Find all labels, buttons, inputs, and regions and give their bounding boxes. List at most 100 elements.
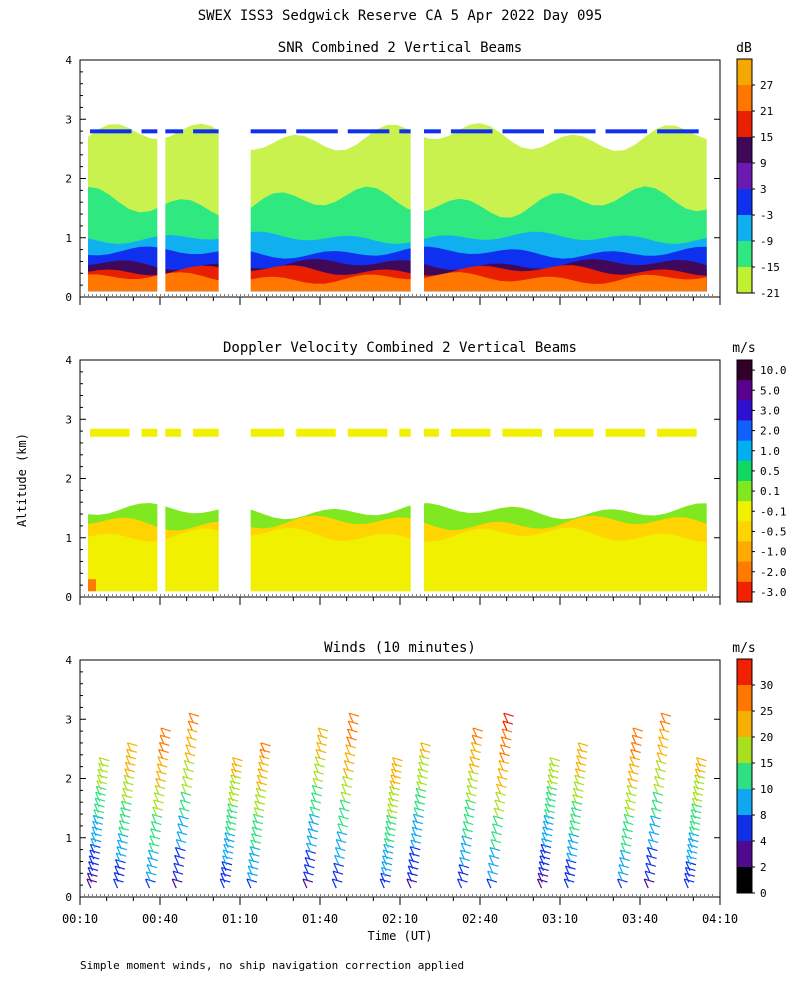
wind-barb-flag [656,760,667,765]
wind-barb-staff [574,775,580,785]
wind-barb-staff [257,768,263,779]
wind-barb [334,854,345,865]
wind-barb [182,775,193,786]
wind-barb-flag [488,862,499,867]
wind-barb-staff [227,797,233,808]
colorbar-tick-label: 15 [760,757,773,770]
wind-barb-flag [415,794,426,799]
wind-barb-staff [631,734,637,745]
wind-barb-flag [496,783,507,788]
wind-barb-flag [391,762,403,768]
wind-barb [249,846,261,856]
wind-barb-flag [96,785,107,791]
wind-barb-flag [652,799,663,804]
wind-barb-flag [182,775,193,780]
wind-barb-staff [630,749,636,759]
wind-barb-staff [502,720,508,731]
wind-barb-staff [95,792,101,802]
wind-barb [382,855,393,866]
wind-barb [333,862,345,873]
colorbar-swatch [737,501,752,522]
wind-barb-flag [260,742,271,747]
wind-barb [348,712,360,723]
wind-barb-staff [223,844,229,854]
wind-barb-flag [221,861,233,866]
wind-barb [114,865,126,876]
wind-barb [220,866,232,877]
wind-barb [344,752,356,762]
wind-barb-flag [569,820,581,825]
wind-barb-staff [334,855,340,865]
wind-barb-staff [459,857,465,867]
wind-barb [383,843,394,854]
wind-barb [651,799,663,810]
wind-barb-flag [416,781,427,786]
wind-barb-flag [88,861,99,866]
wind-barb-flag [539,861,550,866]
y-tick-label: 1 [65,232,72,245]
wind-barb-flag [344,760,355,765]
wind-barb [571,800,583,811]
velocity-upper-streak [450,428,491,437]
wind-barb-staff [154,785,160,795]
wind-barb-staff [155,770,162,781]
wind-barb [646,846,658,857]
wind-barb-staff [654,768,660,778]
wind-barb-staff [537,878,543,889]
wind-barb-staff [312,778,318,788]
wind-barb-flag [115,859,126,864]
wind-barb-flag [346,736,357,741]
wind-barb [543,814,555,825]
wind-barb-staff [617,878,623,889]
wind-barb-flag [87,872,98,877]
wind-barb-staff [465,799,471,810]
wind-barb-staff [344,752,350,762]
wind-barb-staff [625,799,631,810]
colorbar-swatch [737,241,752,268]
wind-barb-flag [126,748,137,753]
colorbar-tick-label: 8 [760,809,767,822]
wind-barb [340,791,352,802]
wind-barb-staff [566,846,573,856]
y-tick-label: 3 [65,413,72,426]
wind-barb-staff [250,839,256,850]
wind-barb [570,813,581,824]
wind-barb [406,878,418,889]
wind-barb [658,736,669,747]
wind-barb-staff [337,823,343,834]
wind-barb-staff [342,768,348,778]
wind-barb [489,846,501,857]
snr-thin-layer [605,129,648,134]
wind-barb-flag [487,870,498,875]
wind-barb-flag [658,736,669,741]
colorbar-unit: dB [736,41,752,56]
wind-barb-staff [307,828,313,838]
wind-barb-staff [151,814,157,824]
wind-barb-flag [392,757,403,762]
wind-barb-staff [499,744,506,755]
wind-barb [224,826,236,837]
wind-barb-flag [632,727,644,732]
wind-barb-flag [183,767,194,773]
wind-barb-staff [121,794,127,804]
wind-barb [336,831,348,841]
wind-barb-staff [98,763,104,773]
wind-barb-staff [174,847,180,857]
colorbar-swatch [737,189,752,216]
wind-barb-flag [644,878,655,883]
wind-barb-flag [495,791,506,796]
wind-barb-staff [333,863,339,873]
wind-barb-flag [566,859,577,864]
wind-barb-staff [688,826,695,837]
wind-barb-staff [417,768,423,779]
y-tick-label: 1 [65,832,72,845]
wind-barb-staff [251,826,257,837]
wind-barb-flag [222,855,233,860]
colorbar-tick-label: 21 [760,105,773,118]
wind-barb-flag [96,780,108,785]
wind-barb-staff [147,857,153,867]
wind-barb-staff [224,826,231,837]
wind-barb-flag [226,814,237,820]
wind-barb-flag [694,774,705,779]
wind-barb-flag [573,787,584,792]
